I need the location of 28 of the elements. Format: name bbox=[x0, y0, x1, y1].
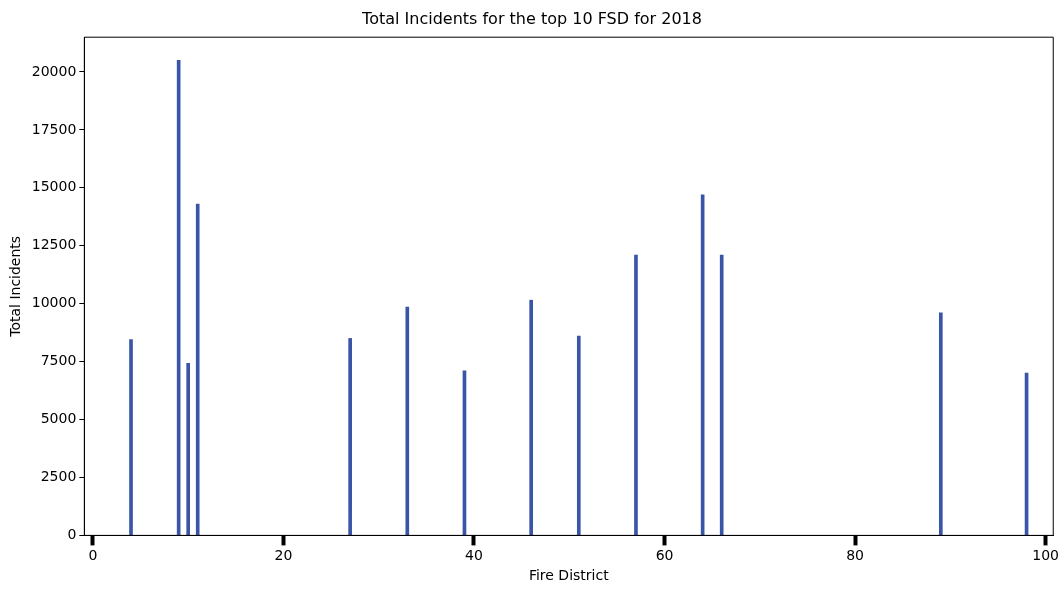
x-tick-label: 60 bbox=[655, 547, 674, 564]
bar bbox=[719, 254, 724, 536]
bar bbox=[186, 362, 191, 536]
y-tick-label: 7500 bbox=[40, 352, 77, 369]
y-tick-label: 20000 bbox=[31, 62, 77, 79]
bar bbox=[529, 299, 533, 536]
bar bbox=[195, 203, 200, 536]
x-tick-label: 80 bbox=[846, 547, 864, 564]
x-tick-label: 100 bbox=[1032, 547, 1059, 564]
x-tick-label: 20 bbox=[274, 547, 293, 564]
bar bbox=[129, 339, 133, 536]
x-tick-label: 0 bbox=[88, 547, 98, 564]
bar bbox=[576, 335, 581, 536]
y-tick-label: 15000 bbox=[31, 178, 77, 195]
y-tick-label: 5000 bbox=[40, 410, 77, 427]
y-axis-title: Total Incidents bbox=[7, 235, 24, 338]
y-tick-label: 10000 bbox=[31, 294, 77, 311]
x-tick-label: 40 bbox=[465, 547, 483, 564]
y-tick-label: 17500 bbox=[31, 120, 77, 137]
bar bbox=[939, 312, 943, 536]
bar bbox=[634, 254, 638, 536]
x-axis-title: Fire District bbox=[528, 567, 610, 584]
bar bbox=[405, 306, 410, 536]
chart-title: Total Incidents for the top 10 FSD for 2018 bbox=[361, 8, 702, 28]
y-tick-label: 2500 bbox=[40, 468, 77, 485]
y-tick-label: 0 bbox=[67, 526, 77, 543]
bar bbox=[348, 338, 352, 536]
y-tick-label: 12500 bbox=[31, 236, 77, 253]
